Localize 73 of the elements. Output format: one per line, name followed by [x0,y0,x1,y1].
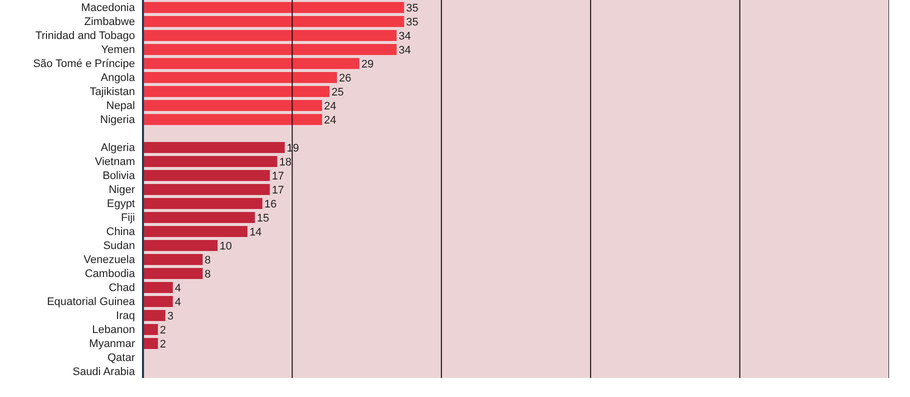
bar [143,268,203,279]
bar [143,310,166,321]
data-label: 25 [332,86,344,98]
data-label: 14 [249,226,262,238]
bar [143,44,397,55]
y-tick-label: Macedonia [81,2,136,14]
data-label: 34 [398,30,411,42]
y-tick-label: São Tomé e Príncipe [33,58,135,70]
y-tick-label: Tajikistan [90,86,135,98]
bar [143,2,404,13]
bar [143,100,322,111]
bar [143,212,255,223]
y-tick-label: Yemen [101,44,135,56]
bar [143,324,158,335]
data-label: 17 [272,170,284,182]
bar [143,30,397,41]
bar [143,16,404,27]
data-label: 18 [279,156,292,168]
y-tick-label: Zimbabwe [84,16,135,28]
data-label: 17 [272,184,284,196]
y-tick-label: Qatar [107,352,136,364]
y-tick-label: Nigeria [100,114,136,126]
bar [143,156,278,167]
bar [143,226,248,237]
bar [143,58,360,69]
y-tick-label: Chad [108,282,135,294]
data-label: 2 [160,338,166,350]
bar [143,282,173,293]
y-tick-label: Saudi Arabia [72,366,136,378]
bar [143,86,330,97]
y-tick-label: Trinidad and Tobago [35,30,135,42]
data-label: 4 [174,282,181,294]
bar [143,254,203,265]
data-label: 35 [406,16,418,28]
data-label: 29 [361,58,374,70]
y-tick-label: Iraq [116,310,135,322]
data-label: 4 [174,296,181,308]
y-tick-label: Equatorial Guinea [46,296,136,308]
bar [143,296,173,307]
bar [143,114,322,125]
y-tick-label: Cambodia [84,268,136,280]
bar [143,142,285,153]
y-tick-label: Bolivia [102,170,136,182]
y-tick-label: Lebanon [92,324,135,336]
data-label: 34 [398,44,411,56]
data-label: 15 [256,212,270,224]
y-tick-label: Venezuela [84,254,136,266]
data-label: 8 [204,268,211,280]
y-tick-label: Fiji [120,212,135,224]
data-label: 10 [220,240,232,252]
bar [143,338,158,349]
data-label: 26 [338,72,352,84]
bar [143,240,218,251]
y-tick-label: Nepal [106,100,135,112]
y-tick-label: Myanmar [89,338,136,350]
data-label: 16 [264,198,277,210]
data-label: 35 [406,2,418,14]
y-tick-label: Vietnam [94,156,135,168]
y-tick-label: Angola [100,72,136,84]
y-tick-label: Egypt [106,198,135,210]
y-tick-label: Niger [108,184,136,196]
data-label: 3 [167,310,174,322]
data-label: 8 [204,254,211,266]
data-label: 24 [324,114,336,126]
y-tick-label: Sudan [103,240,135,252]
y-tick-label: China [106,226,136,238]
bar [143,198,262,209]
bar [143,184,270,195]
bar [143,170,270,181]
bar [143,72,337,83]
y-tick-label: Algeria [100,142,136,154]
data-label: 24 [324,100,336,112]
data-label: 2 [160,324,166,336]
